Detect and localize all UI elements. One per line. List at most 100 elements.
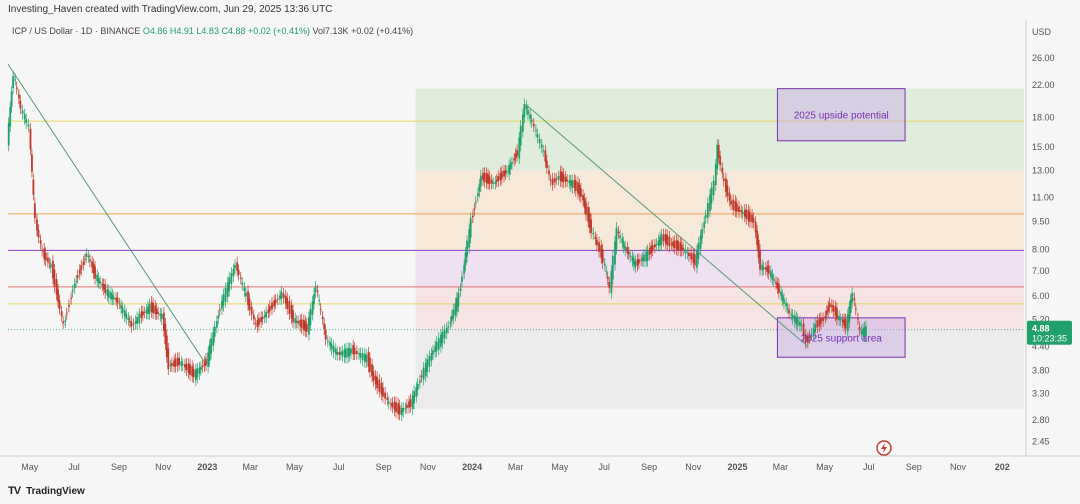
- candle-body: [321, 316, 324, 319]
- candle-body: [580, 188, 582, 198]
- tradingview-footer[interactable]: TV TradingView: [8, 485, 85, 497]
- candle-body: [236, 262, 239, 271]
- candle-body: [595, 239, 598, 246]
- x-tick-label: May: [286, 462, 304, 472]
- candle-body: [730, 200, 732, 205]
- candle-body: [545, 160, 548, 168]
- candle-body: [64, 320, 67, 323]
- candle-body: [363, 353, 366, 362]
- price-axis[interactable]: 26.00 22.00 18.00 15.00 13.00 11.00 9.50 8.00 7.…: [1032, 53, 1055, 447]
- candle-body: [682, 247, 685, 250]
- candle-body: [606, 277, 609, 280]
- candle-body: [305, 323, 308, 332]
- candle-body: [213, 326, 216, 337]
- y-tick-label: 2.45: [1032, 437, 1050, 447]
- annotation-box: [776, 317, 906, 358]
- candle-body: [598, 242, 600, 252]
- candle-body: [85, 253, 88, 258]
- candle-body: [201, 365, 204, 367]
- y-tick-label: 22.00: [1032, 80, 1055, 90]
- candle-body: [490, 179, 493, 184]
- x-tick-label: Jul: [863, 462, 875, 472]
- candle-body: [810, 333, 813, 335]
- candle-body: [697, 242, 700, 259]
- candle-body: [365, 354, 368, 363]
- candle-body: [23, 114, 26, 119]
- candle-body: [398, 405, 401, 415]
- candle-body: [334, 348, 337, 355]
- candle-body: [594, 236, 597, 240]
- trendline: [525, 104, 809, 347]
- candle-body: [590, 219, 592, 234]
- candle-body: [170, 363, 173, 367]
- candle-body: [96, 274, 99, 282]
- y-tick-label: 6.00: [1032, 291, 1050, 301]
- candle-body: [210, 338, 212, 354]
- candle-body: [743, 209, 746, 217]
- candle-body: [757, 239, 760, 258]
- candle-body: [185, 363, 188, 371]
- candle-body: [316, 290, 319, 292]
- y-tick-label: 9.50: [1032, 216, 1050, 226]
- x-tick-label: May: [551, 462, 569, 472]
- symbol-name[interactable]: ICP / US Dollar · 1D · BINANCE: [12, 26, 141, 36]
- candle-body: [309, 308, 312, 326]
- candle-body: [478, 184, 481, 192]
- candle-body: [106, 289, 109, 296]
- candle-body: [29, 128, 32, 150]
- candle-body: [222, 294, 225, 306]
- candle-body: [452, 309, 455, 319]
- candle-body: [160, 313, 163, 320]
- candle-body: [511, 161, 513, 164]
- candle-body: [834, 306, 837, 316]
- candle-body: [622, 242, 625, 248]
- candle-body: [786, 308, 789, 309]
- candle-body: [716, 144, 719, 170]
- candle-body: [380, 383, 383, 395]
- candle-body: [728, 192, 731, 201]
- candle-body: [638, 259, 640, 264]
- last-price-box: [1027, 320, 1072, 345]
- candle-body: [187, 363, 190, 373]
- candle-body: [548, 170, 550, 175]
- candle-body: [409, 399, 412, 407]
- candle-body: [378, 379, 381, 392]
- candle-body: [506, 170, 508, 172]
- candle-body: [469, 218, 472, 238]
- candle-body: [536, 134, 539, 138]
- candle-body: [239, 277, 242, 279]
- lightning-icon[interactable]: [876, 440, 892, 456]
- candle-body: [499, 173, 502, 181]
- candle-body: [443, 329, 446, 339]
- candle-body: [651, 244, 654, 251]
- candle-body: [800, 324, 803, 326]
- candle-body: [271, 302, 273, 310]
- candle-body: [802, 323, 805, 336]
- x-tick-label: Sep: [111, 462, 127, 472]
- candle-body: [573, 180, 576, 188]
- candle-body: [304, 321, 307, 332]
- candle-body: [445, 328, 448, 334]
- candle-body: [500, 171, 503, 179]
- candle-body: [207, 352, 210, 367]
- candle-body: [688, 252, 690, 257]
- candle-body: [248, 298, 251, 311]
- candle-body: [110, 292, 112, 300]
- candle-body: [339, 352, 342, 354]
- candle-body: [12, 76, 14, 88]
- candle-body: [397, 403, 400, 414]
- candle-body: [673, 240, 676, 249]
- candle-body: [690, 252, 693, 260]
- y-tick-label: 26.00: [1032, 53, 1055, 63]
- candle-body: [19, 100, 22, 109]
- symbol-info-line[interactable]: ICP / US Dollar · 1D · BINANCE O4.86 H4.…: [12, 26, 413, 36]
- candle-body: [267, 309, 270, 313]
- candle-body: [83, 259, 86, 260]
- candle-body: [43, 248, 46, 260]
- candle-body: [353, 347, 356, 355]
- y-tick-label: 2.80: [1032, 415, 1050, 425]
- time-axis[interactable]: May Jul Sep Nov 2023 Mar May Jul Sep Nov 2024 Mar Ma…: [21, 462, 1010, 472]
- candle-body: [488, 176, 491, 184]
- fib-zone: [415, 286, 1024, 330]
